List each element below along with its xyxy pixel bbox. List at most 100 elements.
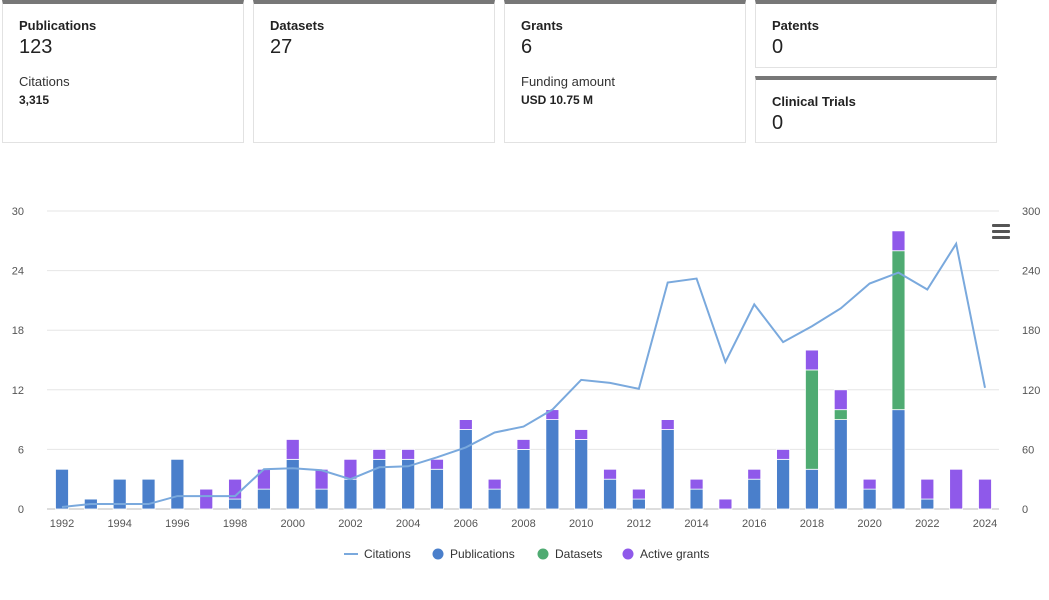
citations-point[interactable] [204, 494, 208, 498]
active-grants-bar[interactable] [401, 448, 416, 460]
publications-bar[interactable] [891, 409, 906, 510]
chart-menu-icon[interactable] [992, 224, 1010, 239]
patents-card[interactable]: Patents 0 [755, 0, 997, 68]
publications-bar[interactable] [112, 478, 127, 510]
publications-bar[interactable] [747, 478, 762, 510]
citations-point[interactable] [89, 502, 93, 506]
active-grants-bar[interactable] [603, 468, 617, 480]
publications-bar[interactable] [343, 478, 358, 510]
active-grants-bar[interactable] [487, 478, 502, 490]
publications-card[interactable]: Publications 123 Citations 3,315 [2, 0, 244, 143]
active-grants-bar[interactable] [372, 448, 387, 460]
publications-bar[interactable] [805, 468, 819, 510]
citations-point[interactable] [666, 281, 670, 285]
citations-point[interactable] [291, 466, 295, 470]
citations-point[interactable] [377, 465, 381, 469]
publications-bar[interactable] [776, 458, 790, 510]
citations-point[interactable] [550, 408, 554, 412]
active-grants-bar[interactable] [516, 439, 531, 450]
citations-point[interactable] [464, 445, 468, 449]
publications-bar[interactable] [631, 498, 646, 510]
citations-point[interactable] [839, 306, 843, 310]
active-grants-bar[interactable] [631, 488, 646, 500]
citations-point[interactable] [579, 378, 583, 382]
citations-point[interactable] [262, 467, 266, 471]
publications-bar[interactable] [833, 419, 848, 510]
active-grants-bar[interactable] [718, 498, 733, 510]
y-right-tick-label: 180 [1022, 325, 1040, 337]
active-grants-bar[interactable] [689, 478, 704, 490]
publications-bar[interactable] [458, 429, 473, 510]
legend-item[interactable]: Datasets [537, 547, 603, 561]
active-grants-bar[interactable] [199, 488, 214, 510]
active-grants-bar[interactable] [833, 389, 848, 411]
datasets-card[interactable]: Datasets 27 [253, 0, 495, 143]
active-grants-bar[interactable] [920, 478, 935, 500]
publications-bar[interactable] [257, 488, 271, 510]
citations-point[interactable] [925, 287, 929, 291]
citations-point[interactable] [810, 324, 814, 328]
citations-point[interactable] [983, 386, 987, 390]
publications-bar[interactable] [228, 498, 242, 510]
citations-point[interactable] [493, 431, 497, 435]
active-grants-bar[interactable] [805, 349, 819, 371]
citations-point[interactable] [896, 271, 900, 275]
clinical-trials-card[interactable]: Clinical Trials 0 [755, 76, 997, 143]
publications-bar[interactable] [689, 488, 704, 510]
grants-card[interactable]: Grants 6 Funding amount USD 10.75 M [504, 0, 746, 143]
legend-item[interactable]: Publications [432, 547, 515, 561]
citations-point[interactable] [147, 502, 151, 506]
active-grants-bar[interactable] [949, 468, 964, 510]
citations-point[interactable] [695, 277, 699, 281]
active-grants-bar[interactable] [891, 230, 906, 252]
legend-item[interactable]: Citations [344, 547, 411, 561]
active-grants-bar[interactable] [747, 468, 762, 480]
y-left-tick-label: 12 [12, 385, 24, 397]
citations-line-path[interactable] [61, 241, 986, 509]
active-grants-bar[interactable] [776, 448, 790, 460]
publications-bar[interactable] [574, 439, 589, 510]
citations-line [60, 241, 987, 509]
citations-point[interactable] [435, 455, 439, 459]
publications-bar[interactable] [170, 458, 185, 510]
publications-bar[interactable] [920, 498, 935, 510]
publications-bar[interactable] [862, 488, 877, 510]
citations-point[interactable] [781, 340, 785, 344]
citations-point[interactable] [118, 502, 122, 506]
citations-point[interactable] [406, 464, 410, 468]
active-grants-bar[interactable] [285, 439, 300, 460]
datasets-bar[interactable] [805, 369, 819, 470]
publications-bar[interactable] [141, 478, 156, 510]
legend-item[interactable]: Active grants [622, 547, 710, 561]
citations-point[interactable] [954, 242, 958, 246]
publications-bar[interactable] [487, 488, 502, 510]
active-grants-bar[interactable] [458, 419, 473, 430]
active-grants-bar[interactable] [430, 458, 444, 470]
publications-bar[interactable] [430, 468, 444, 510]
clinical-trials-label: Clinical Trials [772, 94, 856, 109]
publications-bar[interactable] [314, 488, 329, 510]
publications-bar[interactable] [603, 478, 617, 510]
citations-point[interactable] [522, 425, 526, 429]
citations-point[interactable] [637, 387, 641, 391]
citations-point[interactable] [233, 494, 237, 498]
datasets-bar[interactable] [833, 409, 848, 421]
publications-bar[interactable] [545, 419, 560, 510]
active-grants-bar[interactable] [343, 458, 358, 480]
citations-point[interactable] [752, 302, 756, 306]
active-grants-bar[interactable] [574, 429, 589, 440]
citations-point[interactable] [320, 468, 324, 472]
citations-point[interactable] [723, 360, 727, 364]
citations-point[interactable] [175, 494, 179, 498]
citations-point[interactable] [868, 282, 872, 286]
citations-point[interactable] [348, 477, 352, 481]
active-grants-bar[interactable] [862, 478, 877, 490]
publications-bar[interactable] [516, 448, 531, 510]
active-grants-bar[interactable] [660, 419, 675, 430]
publications-bar[interactable] [55, 468, 69, 510]
publications-bar[interactable] [660, 429, 675, 510]
active-grants-bar[interactable] [978, 478, 992, 510]
citations-point[interactable] [60, 505, 64, 509]
citations-point[interactable] [608, 381, 612, 385]
clinical-trials-count: 0 [772, 112, 784, 134]
